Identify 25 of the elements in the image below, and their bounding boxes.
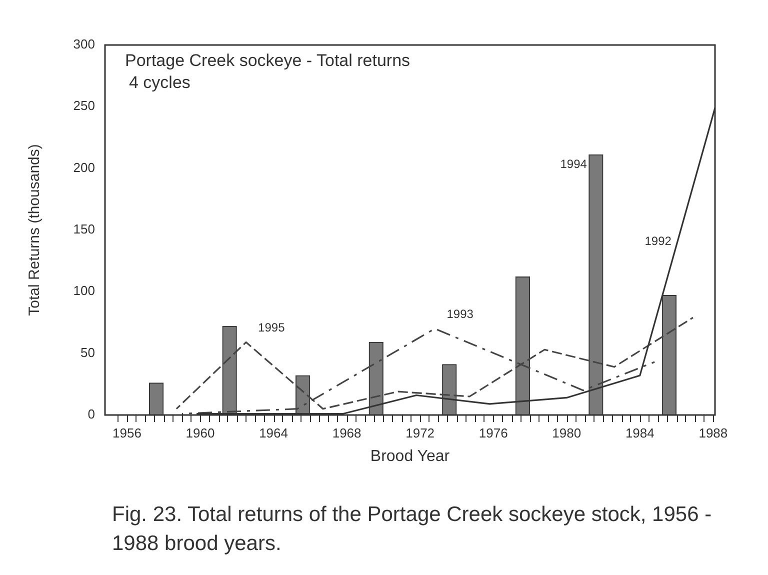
x-axis-title: Brood Year	[370, 448, 450, 465]
y-tick-label: 150	[73, 222, 95, 237]
x-tick-label: 1972	[406, 425, 435, 440]
y-tick-label: 0	[88, 406, 95, 422]
series-label: 1993	[446, 306, 474, 321]
caption: Fig. 23. Total returns of the Portage Creek sockeye stock, 1956 - 1988 brood years.	[112, 502, 713, 557]
x-tick-label: 1980	[552, 425, 582, 440]
y-tick-label: 100	[73, 283, 95, 298]
series-label: 1994	[560, 157, 588, 172]
y-tick-label: 250	[73, 98, 95, 114]
x-tick-label: 1976	[478, 425, 508, 440]
y-tick-label: 200	[73, 160, 95, 175]
x-tick-label: 1988	[698, 425, 728, 440]
x-tick-label: 1984	[625, 425, 654, 440]
y-tick-label: 50	[80, 344, 95, 360]
x-tick-label: 1964	[259, 425, 288, 440]
series-label: 1995	[258, 320, 286, 335]
series-label: 1992	[644, 234, 672, 248]
chart-title: Portage Creek sockeye - Total returns	[125, 51, 410, 70]
x-tick-label: 1968	[332, 425, 362, 440]
y-tick-label: 300	[73, 36, 95, 52]
x-tick-label: 1960	[186, 425, 215, 440]
y-axis-title: Total Returns (thousands)	[26, 144, 44, 316]
text: 4 cycles	[129, 73, 190, 92]
x-tick-label: 1956	[112, 425, 142, 440]
